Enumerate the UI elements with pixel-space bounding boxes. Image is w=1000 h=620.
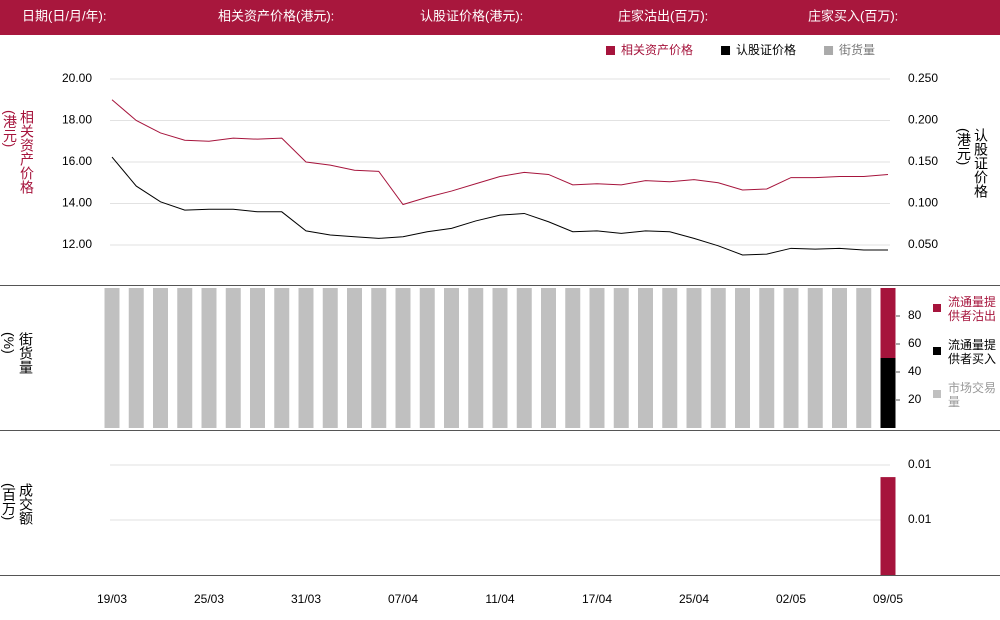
bar — [201, 288, 217, 428]
bar — [468, 288, 484, 428]
x-tick-label: 31/03 — [291, 592, 321, 606]
bar — [371, 288, 387, 428]
x-tick-label: 02/05 — [776, 592, 806, 606]
y2-tick-label: 0.050 — [908, 237, 938, 251]
bar — [395, 288, 411, 428]
bar — [662, 288, 678, 428]
y-tick-label: 12.00 — [62, 237, 92, 251]
bar — [638, 288, 653, 428]
y-tick-label: 80 — [908, 308, 922, 322]
y-axis-title: 相关资产价格(港元) — [2, 110, 35, 194]
bar — [710, 288, 726, 428]
bar — [347, 288, 362, 428]
y2-tick-label: 0.100 — [908, 196, 938, 210]
y2-tick-label: 0.250 — [908, 71, 938, 85]
y-tick-label: 20.00 — [62, 71, 92, 85]
bar — [832, 288, 847, 428]
bar — [807, 288, 823, 428]
header-field: 庄家沽出(百万): — [618, 8, 708, 23]
bar — [880, 477, 896, 575]
bar — [880, 358, 896, 428]
y-tick-label: 0.01 — [908, 512, 932, 526]
header-bar — [0, 0, 1000, 35]
legend-label: 流通量提供者沽出 — [948, 295, 997, 323]
bar — [686, 288, 702, 428]
bar — [589, 288, 605, 428]
bar — [565, 288, 581, 428]
header-field: 庄家买入(百万): — [808, 8, 898, 23]
y-tick-label: 40 — [908, 364, 922, 378]
bar — [419, 288, 435, 428]
legend-label: 街货量 — [839, 42, 875, 57]
x-tick-label: 19/03 — [97, 592, 127, 606]
x-tick-label: 25/03 — [194, 592, 224, 606]
line-series — [111, 99, 889, 206]
header-field: 认股证价格(港元): — [420, 8, 523, 23]
bar — [783, 288, 799, 428]
y2-tick-label: 0.200 — [908, 113, 938, 127]
bar — [541, 288, 556, 428]
legend-swatch — [721, 46, 731, 55]
bar — [322, 288, 338, 428]
bar — [856, 288, 872, 428]
bar — [444, 288, 459, 428]
y2-axis-title: 认股证价格(港元) — [956, 128, 989, 198]
legend-label: 相关资产价格 — [621, 42, 693, 57]
bar — [104, 288, 120, 428]
bar — [759, 288, 775, 428]
y-axis-title: 成交额(百万) — [1, 483, 34, 525]
x-tick-label: 09/05 — [873, 592, 903, 606]
header-field: 日期(日/月/年): — [22, 8, 107, 23]
y-tick-label: 0.01 — [908, 457, 932, 471]
legend-swatch — [933, 347, 941, 355]
y-axis-title: 街货量(%) — [1, 332, 34, 374]
y-tick-label: 16.00 — [62, 154, 92, 168]
bar — [274, 288, 290, 428]
bar — [880, 288, 896, 358]
bar — [250, 288, 265, 428]
bar — [298, 288, 314, 428]
bar — [735, 288, 750, 428]
legend-swatch — [824, 46, 834, 55]
y-tick-label: 60 — [908, 336, 922, 350]
bar — [492, 288, 508, 428]
x-tick-label: 17/04 — [582, 592, 612, 606]
x-tick-label: 07/04 — [388, 592, 418, 606]
x-tick-label: 11/04 — [485, 592, 514, 606]
legend-swatch — [933, 304, 941, 312]
x-tick-label: 25/04 — [679, 592, 709, 606]
y-tick-label: 14.00 — [62, 196, 92, 210]
bar — [128, 288, 144, 428]
legend-label: 市场交易量 — [948, 381, 997, 409]
legend-label: 认股证价格 — [736, 42, 796, 57]
legend-label: 流通量提供者买入 — [948, 338, 997, 366]
y-tick-label: 18.00 — [62, 113, 92, 127]
legend-swatch — [933, 390, 941, 398]
header-field: 相关资产价格(港元): — [218, 8, 334, 23]
bar — [225, 288, 241, 428]
y2-tick-label: 0.150 — [908, 154, 938, 168]
legend-swatch — [606, 46, 615, 55]
bar — [153, 288, 168, 428]
line-series — [111, 156, 888, 256]
y-tick-label: 20 — [908, 392, 922, 406]
bar — [516, 288, 532, 428]
bar — [177, 288, 193, 428]
bar — [613, 288, 629, 428]
